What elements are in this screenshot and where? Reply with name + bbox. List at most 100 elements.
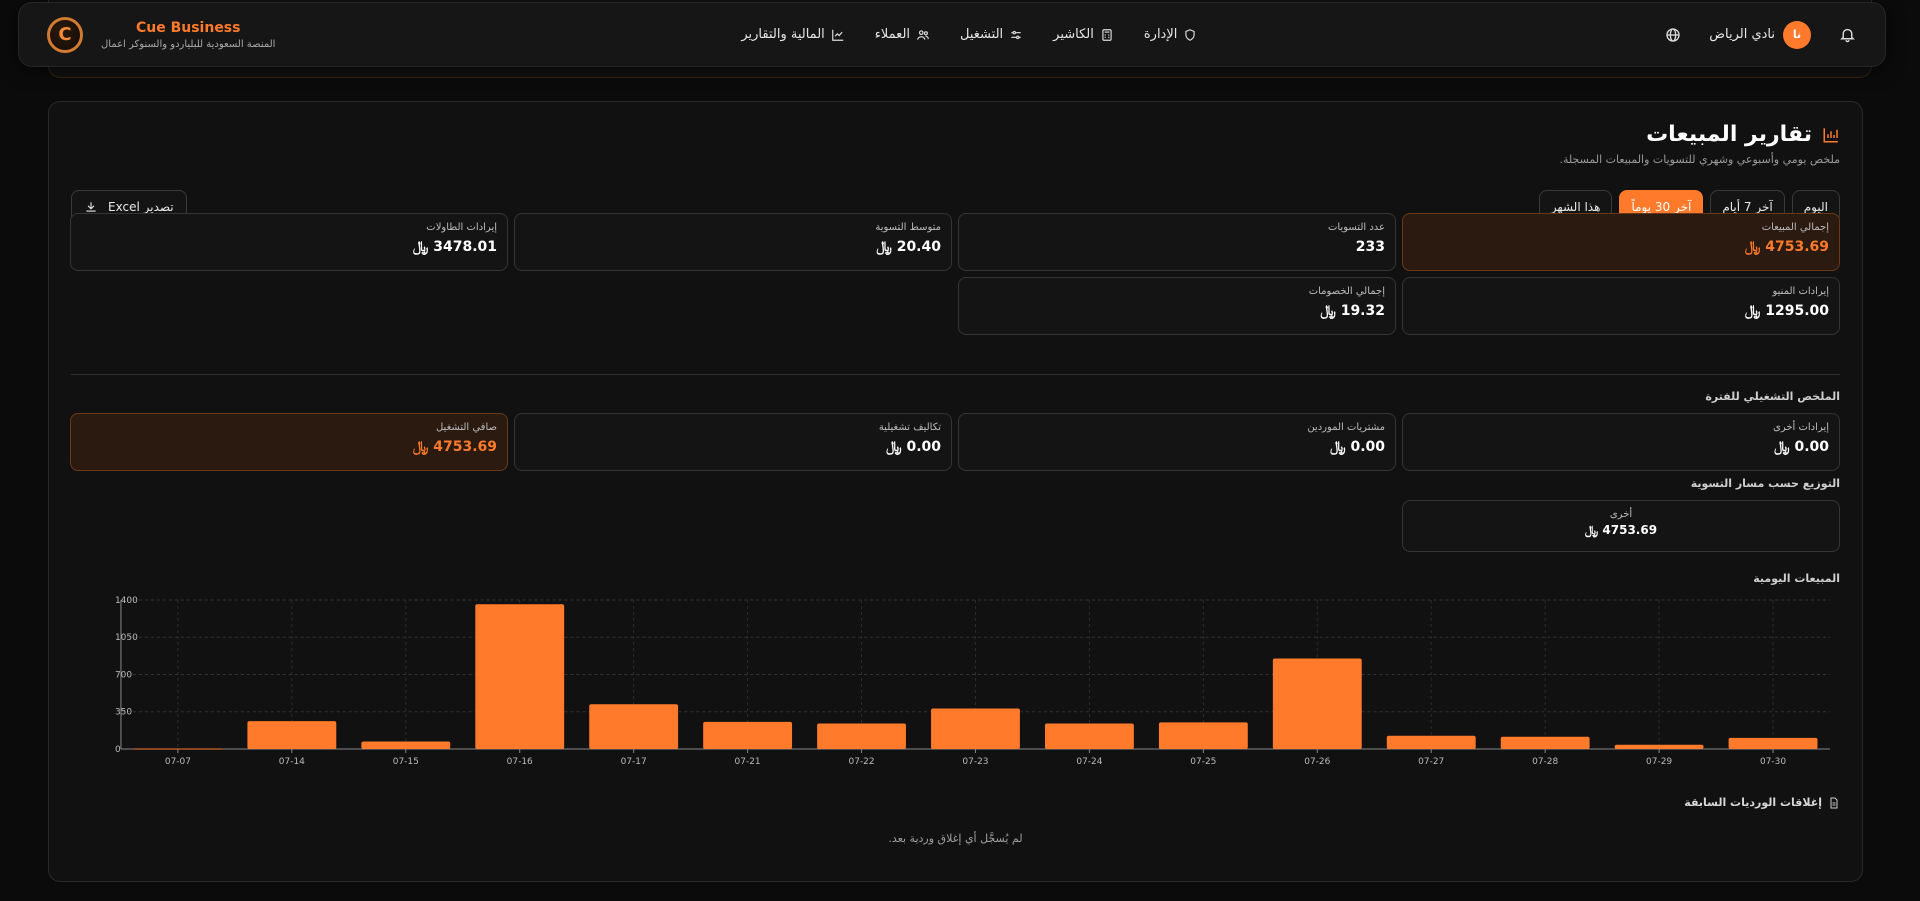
- chart-bar: [1614, 744, 1704, 749]
- chart-line-icon: [831, 29, 844, 41]
- distribution-value: 4753.69 ﷼: [1584, 523, 1658, 537]
- stat-value: 0.00 ﷼: [886, 439, 941, 455]
- chart-bar: [247, 721, 337, 749]
- file-icon: [1830, 797, 1838, 808]
- chart-x-tick-label: 07-30: [1760, 757, 1786, 767]
- chart-bar: [1158, 722, 1248, 749]
- user-menu[interactable]: نا نادي الرياض: [1709, 20, 1811, 49]
- users-icon: [917, 29, 929, 40]
- chart-x-tick-label: 07-29: [1646, 757, 1672, 767]
- shift-closings-empty: لم يُسجَّل أي إغلاق وردية بعد.: [888, 832, 1023, 845]
- language-globe-icon[interactable]: [1663, 25, 1683, 45]
- stat-value: 19.32 ﷼: [1320, 303, 1385, 319]
- chart-bar: [1500, 736, 1590, 749]
- chart-x-tick-label: 07-17: [621, 757, 647, 767]
- chart-bar: [1044, 723, 1134, 749]
- stat-supplier-purchases: مشتريات الموردين 0.00 ﷼: [958, 413, 1396, 471]
- stat-other-revenue: إيرادات أخرى 0.00 ﷼: [1402, 413, 1840, 471]
- chart-x-tick-label: 07-25: [1190, 757, 1216, 767]
- chart-x-tick-label: 07-26: [1304, 757, 1330, 767]
- sales-reports-card: تقارير المبيعات ملخص يومي وأسبوعي وشهري …: [48, 101, 1863, 882]
- nav-item-label: العملاء: [874, 27, 911, 42]
- chart-x-tick-label: 07-27: [1418, 757, 1444, 767]
- chart-x-tick-label: 07-23: [962, 757, 988, 767]
- stat-menu-revenue: إيرادات المنيو 1295.00 ﷼: [1402, 277, 1840, 335]
- export-label: تصدير Excel: [108, 199, 174, 214]
- nav-item-label: الكاشير: [1053, 27, 1094, 42]
- stat-label: عدد التسويات: [1327, 222, 1385, 233]
- stat-operating-costs: تكاليف تشغيلية 0.00 ﷼: [514, 413, 952, 471]
- distribution-card: أخرى 4753.69 ﷼: [1402, 500, 1840, 552]
- shift-closings-title: إغلاقات الورديات السابقة: [1684, 796, 1840, 809]
- chart-bar: [475, 604, 565, 749]
- chart-bar: [1272, 658, 1362, 749]
- operating-summary-title: الملخص التشغيلي للفترة: [1705, 390, 1840, 403]
- stat-total-discounts: إجمالي الخصومات 19.32 ﷼: [958, 277, 1396, 335]
- chart-y-tick-label: 1400: [115, 596, 138, 606]
- chart-x-tick-label: 07-21: [735, 757, 761, 767]
- user-name: نادي الرياض: [1709, 27, 1775, 42]
- brand-title: Cue Business: [135, 19, 241, 36]
- chart-x-tick-label: 07-28: [1532, 757, 1558, 767]
- stat-label: متوسط التسوية: [875, 222, 941, 233]
- page-title-text: تقارير المبيعات: [1646, 122, 1812, 147]
- stat-label: إيرادات أخرى: [1773, 422, 1829, 433]
- chart-bar: [931, 708, 1020, 749]
- brand-subtitle: المنصة السعودية للبلياردو والسنوكر اعمال: [101, 38, 276, 50]
- nav-item-finance-reports[interactable]: المالية والتقارير: [741, 27, 844, 42]
- app-header: C Cue Business المنصة السعودية للبلياردو…: [18, 2, 1886, 67]
- page-title: تقارير المبيعات: [71, 122, 1840, 147]
- chart-y-tick-label: 350: [115, 708, 132, 718]
- stat-average-settlement: متوسط التسوية 20.40 ﷼: [514, 213, 952, 271]
- stat-table-revenue: إيرادات الطاولات 3478.01 ﷼: [70, 213, 508, 271]
- stat-value: 3478.01 ﷼: [412, 239, 497, 255]
- stat-value: 0.00 ﷼: [1330, 439, 1385, 455]
- distribution-label: أخرى: [1609, 509, 1633, 520]
- nav-item-label: المالية والتقارير: [741, 27, 825, 42]
- chart-y-tick-label: 0: [115, 745, 121, 755]
- brand[interactable]: C Cue Business المنصة السعودية للبلياردو…: [47, 16, 276, 53]
- shield-icon: [1185, 28, 1196, 41]
- avatar: نا: [1783, 20, 1811, 49]
- nav-item-label: الإدارة: [1143, 27, 1178, 42]
- main-nav: الإدارة الكاشير التشغيل العملاء المالية …: [741, 27, 1197, 42]
- stat-total-sales: إجمالي المبيعات 4753.69 ﷼: [1402, 213, 1840, 271]
- brand-logo-icon: C: [47, 16, 83, 53]
- stat-value: 20.40 ﷼: [876, 239, 941, 255]
- stat-label: إجمالي المبيعات: [1761, 222, 1829, 233]
- chart-bar: [589, 704, 679, 749]
- page-subtitle: ملخص يومي وأسبوعي وشهري للتسويات والمبيع…: [1559, 153, 1840, 166]
- nav-item-customers[interactable]: العملاء: [875, 27, 930, 42]
- stat-value: 4753.69 ﷼: [1744, 239, 1829, 255]
- stat-label: إجمالي الخصومات: [1308, 286, 1385, 297]
- chart-bar: [817, 723, 906, 749]
- chart-x-tick-label: 07-07: [165, 757, 191, 767]
- stat-settlements-count: عدد التسويات 233: [958, 213, 1396, 271]
- daily-sales-chart: 0 350 700 1050 1400 07-07 07-14 07-15 07-16 07-17…: [71, 592, 1840, 787]
- chart-svg: 0 350 700 1050 1400 07-07 07-14 07-15 07-16 07-17…: [115, 596, 1831, 767]
- nav-item-cashier[interactable]: الكاشير: [1053, 27, 1114, 42]
- download-icon: [86, 201, 96, 212]
- stat-label: تكاليف تشغيلية: [878, 422, 941, 433]
- chart-bar: [133, 748, 223, 750]
- calculator-icon: [1102, 28, 1112, 41]
- distribution-title: التوزيع حسب مسار التسوية: [1690, 477, 1840, 490]
- stat-value: 4753.69 ﷼: [412, 439, 497, 455]
- chart-y-tick-label: 700: [115, 670, 132, 680]
- stat-label: صافي التشغيل: [435, 422, 497, 433]
- chart-x-tick-label: 07-14: [279, 757, 305, 767]
- shift-closings-title-text: إغلاقات الورديات السابقة: [1684, 796, 1822, 809]
- bell-icon[interactable]: [1837, 25, 1857, 45]
- stat-label: إيرادات المنيو: [1772, 286, 1830, 297]
- sliders-icon: [1011, 30, 1021, 39]
- nav-item-admin[interactable]: الإدارة: [1144, 27, 1198, 42]
- chart-bar: [361, 741, 451, 749]
- chart-bar: [703, 721, 793, 749]
- stat-value: 0.00 ﷼: [1774, 439, 1829, 455]
- chart-bar: [1386, 735, 1476, 749]
- stat-label: مشتريات الموردين: [1307, 422, 1385, 433]
- chart-x-tick-label: 07-24: [1076, 757, 1102, 767]
- nav-item-operations[interactable]: التشغيل: [960, 27, 1023, 42]
- stat-value: 1295.00 ﷼: [1744, 303, 1829, 319]
- nav-item-label: التشغيل: [960, 27, 1004, 42]
